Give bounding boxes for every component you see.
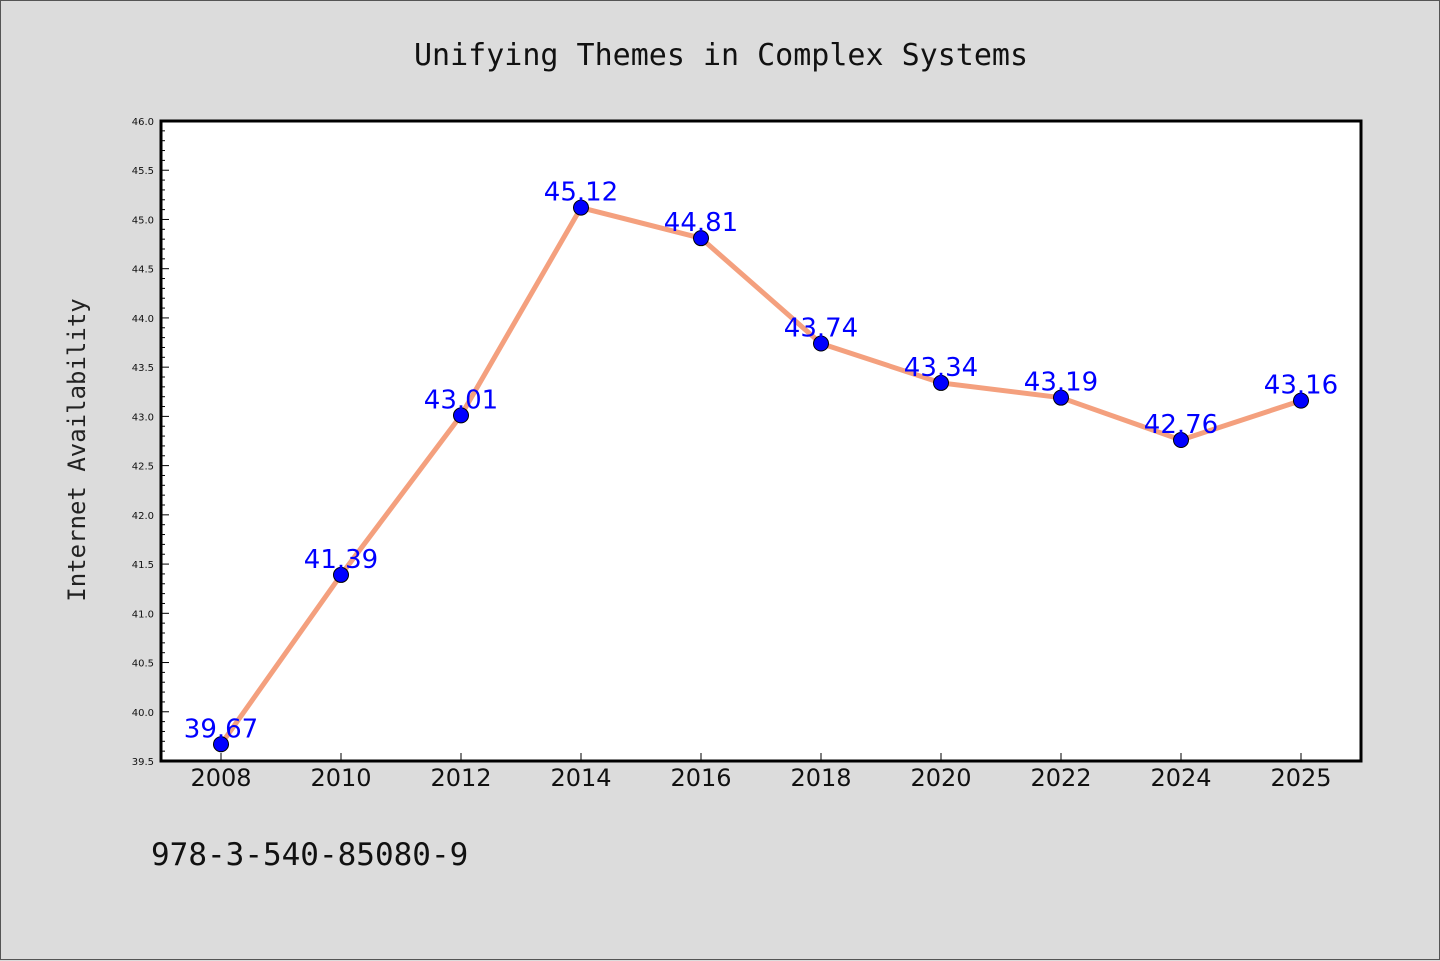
y-tick-label: 42.5: [132, 462, 154, 473]
x-tick-label: 2012: [430, 764, 491, 792]
data-value-label: 43.01: [424, 385, 498, 415]
y-tick-label: 42.0: [132, 511, 154, 522]
data-point-marker: [333, 566, 349, 583]
x-tick-label: 2024: [1150, 764, 1211, 792]
y-tick-label: 41.0: [132, 609, 154, 620]
x-tick-label: 2016: [670, 764, 731, 792]
y-tick-label: 46.0: [132, 117, 154, 128]
y-axis-label: Internet Availability: [63, 298, 91, 601]
data-point-marker: [813, 335, 829, 352]
data-value-label: 43.34: [904, 353, 978, 383]
x-axis-ticks: 2008 2010 2012 2014 2016 2018 2020 2022 2024 2025: [190, 753, 1332, 792]
y-tick-label: 40.5: [132, 659, 154, 670]
x-tick-label: 2010: [310, 764, 371, 792]
y-tick-label: 40.0: [132, 708, 154, 719]
chart-title: Unifying Themes in Complex Systems: [414, 38, 1028, 73]
y-tick-label: 45.0: [132, 215, 154, 226]
y-tick-label: 43.0: [132, 412, 154, 423]
data-value-label: 44.81: [664, 208, 738, 238]
data-value-label: 42.76: [1144, 410, 1218, 440]
data-point-marker: [573, 199, 589, 216]
footer-isbn-text: 978-3-540-85080-9: [151, 837, 468, 873]
x-tick-label: 2018: [790, 764, 851, 792]
plot-area: [159, 119, 1363, 763]
data-point-marker: [1293, 392, 1309, 409]
series-line: [218, 205, 1302, 746]
y-tick-label: 44.0: [132, 314, 154, 325]
x-tick-label: 2014: [550, 764, 611, 792]
y-tick-label: 43.5: [132, 363, 154, 374]
data-value-label: 39.67: [184, 714, 258, 744]
x-tick-label: 2025: [1270, 764, 1331, 792]
x-tick-label: 2022: [1030, 764, 1091, 792]
y-tick-label: 39.5: [132, 757, 154, 768]
x-tick-label: 2020: [910, 764, 971, 792]
data-point-marker: [693, 230, 709, 247]
data-point-marker: [1173, 432, 1189, 449]
data-value-label: 43.16: [1264, 371, 1338, 401]
data-point-marker: [453, 407, 469, 424]
y-tick-label: 41.5: [132, 560, 154, 571]
y-tick-label: 44.5: [132, 265, 154, 276]
data-labels: 39.67 41.39 43.01 45.12 44.81 43.74 43.34 43.19…: [184, 178, 1338, 745]
data-point-marker: [1053, 389, 1069, 406]
data-value-label: 45.12: [544, 178, 618, 208]
data-point-marker: [933, 374, 949, 391]
data-value-label: 43.19: [1024, 368, 1098, 398]
data-value-label: 43.74: [784, 314, 858, 344]
data-markers: [213, 199, 1309, 753]
y-tick-label: 45.5: [132, 166, 154, 177]
x-tick-label: 2008: [190, 764, 251, 792]
data-point-marker: [213, 736, 229, 753]
data-value-label: 41.39: [304, 545, 378, 575]
y-axis-ticks: 39.5 40.0 40.5 41.0 41.5 42.0 42.5 43.0 43.5 44.0…: [132, 117, 169, 768]
